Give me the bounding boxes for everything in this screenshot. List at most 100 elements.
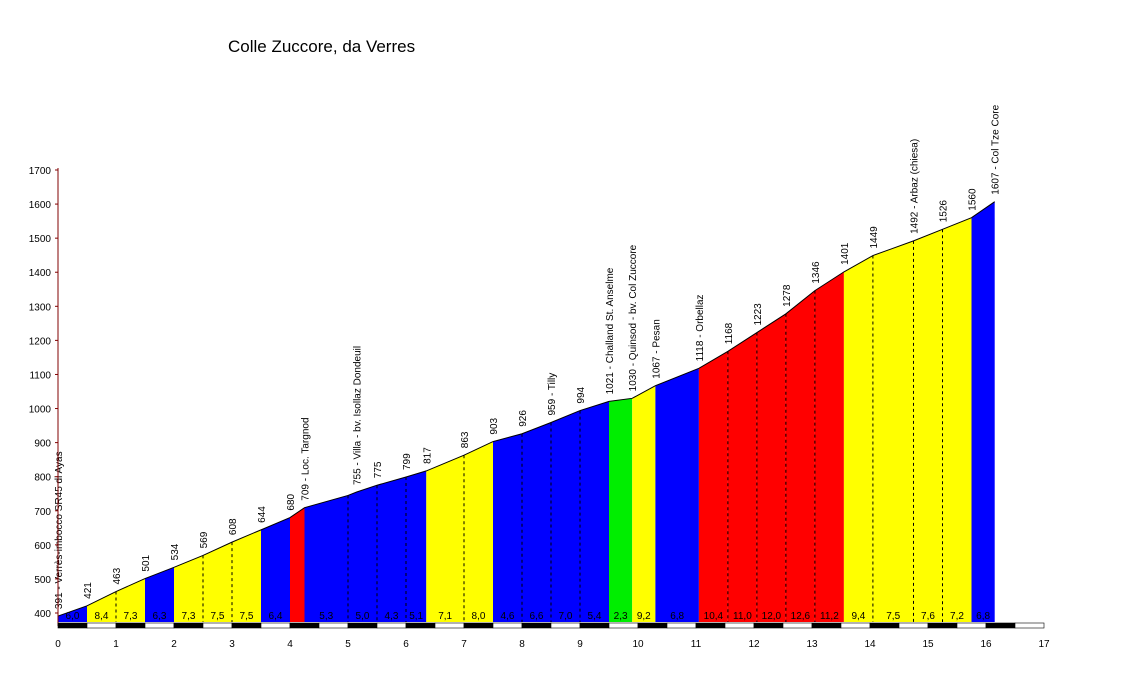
altitude-label: 1067 - Pesan [651,319,662,379]
altitude-label: 799 [402,453,413,470]
gradient-label: 2,3 [614,611,628,622]
x-tick-label: 2 [171,639,177,650]
gradient-label: 6,3 [153,611,167,622]
x-tick-label: 13 [806,639,818,650]
altitude-label: 709 - Loc. Targnod [301,417,312,500]
x-tick-label: 10 [632,639,644,650]
gradient-label: 7,5 [211,611,225,622]
y-tick-label: 700 [34,507,51,518]
gradient-label: 6,6 [530,611,544,622]
altitude-label: 863 [460,431,471,448]
altitude-label: 1030 - Quinsod - bv. Col Zuccore [628,244,639,391]
y-tick-label: 1300 [29,302,52,313]
gradient-label: 5,0 [356,611,370,622]
gradient-label: 10,4 [704,611,724,622]
y-tick-label: 800 [34,473,51,484]
gradient-label: 7,0 [559,611,573,622]
altitude-label: 463 [112,567,123,584]
altitude-label: 817 [422,447,433,464]
x-tick-label: 9 [577,639,583,650]
segment-area [464,441,493,622]
altitude-label: 534 [170,543,181,560]
segment-area [58,605,87,622]
y-tick-label: 1700 [29,166,52,177]
segment-area [377,477,406,622]
x-tick-label: 17 [1038,639,1050,650]
distance-bar-block [347,622,378,629]
gradient-label: 7,2 [950,611,964,622]
x-tick-label: 11 [691,639,702,650]
altitude-label: 1021 - Challand St. Anselme [605,267,616,394]
x-tick-label: 12 [748,639,760,650]
distance-bar-block [260,622,291,629]
altitude-label: 1278 [782,284,793,307]
gradient-label: 8,4 [95,611,109,622]
gradient-label: 7,5 [240,611,254,622]
segment-area [174,555,203,622]
distance-bar-block [927,622,958,629]
y-tick-label: 1600 [29,200,52,211]
distance-bar-block [231,622,262,629]
altitude-label: 1560 [968,188,979,211]
y-tick-label: 400 [34,609,51,620]
distance-bar-block [550,622,581,629]
altitude-label: 644 [257,506,268,523]
y-tick-label: 1500 [29,234,52,245]
distance-bar-block [637,622,668,629]
distance-bar-block [405,622,436,629]
x-tick-label: 0 [55,639,61,650]
gradient-label: 6,8 [670,611,684,622]
gradient-label: 4,3 [385,611,399,622]
segment-area [551,410,580,622]
gradient-label: 6,8 [976,611,990,622]
profile-areas [58,201,995,623]
altitude-label: 755 - Villa - bv. Isollaz Dondeuil [353,346,364,485]
segment-area [971,201,995,623]
segment-area [116,578,145,622]
segment-area [913,229,943,622]
distance-bar-block [608,622,639,629]
segment-area [814,271,844,622]
gradient-label: 7,3 [182,611,196,622]
x-tick-label: 3 [229,639,235,650]
altitude-label: 569 [199,531,210,548]
altitude-label: 680 [286,493,297,510]
distance-bar-block [985,622,1016,629]
segment-area [872,240,914,622]
segment-area [942,217,972,622]
y-tick-label: 600 [34,541,51,552]
chart-title: Colle Zuccore, da Verres [228,37,415,56]
altitude-label: 1607 - Col Tze Core [991,104,1002,194]
altitude-label: 421 [83,582,94,599]
distance-bar-block [173,622,204,629]
segment-area [304,495,348,622]
distance-bar-block [724,622,755,629]
segment-area [232,529,261,622]
axes: 4005006007008009001000110012001300140015… [29,166,1050,650]
altitude-label: 1168 [724,322,735,344]
altitude-label: 608 [228,518,239,535]
segment-area [203,542,232,622]
altitude-label: 1118 - Orbellaz [695,294,706,361]
distance-bar-block [492,622,523,629]
altitude-label: 391 - Verrès-imbocco SR45 di Ayas [54,451,65,609]
x-tick-label: 4 [287,639,293,650]
distance-bar-block [782,622,813,629]
y-tick-label: 900 [34,439,51,450]
gradient-label: 12,0 [762,611,782,622]
segment-area [655,368,699,622]
distance-bar-block [115,622,146,629]
profile-outline [57,201,995,617]
altitude-label: 1223 [753,303,764,326]
y-tick-label: 1200 [29,336,52,347]
gradient-label: 5,4 [588,611,602,622]
gradient-labels: 6,0 8,4 7,3 6,3 7,3 7,5 7,5 6,4 5,3 5,0 4,3 5,1 7,1 8… [66,611,991,622]
distance-bar-block [521,622,552,629]
altitude-label: 1492 - Arbaz (chiesa) [910,139,921,234]
gradient-label: 11,2 [820,611,839,622]
gradient-label: 7,6 [921,611,935,622]
gradient-label: 8,0 [472,611,486,622]
x-tick-label: 6 [403,639,409,650]
altitude-labels: 391 - Verrès-imbocco SR45 di Ayas 421 463 5… [54,104,1002,609]
distance-bar-block [753,622,784,629]
